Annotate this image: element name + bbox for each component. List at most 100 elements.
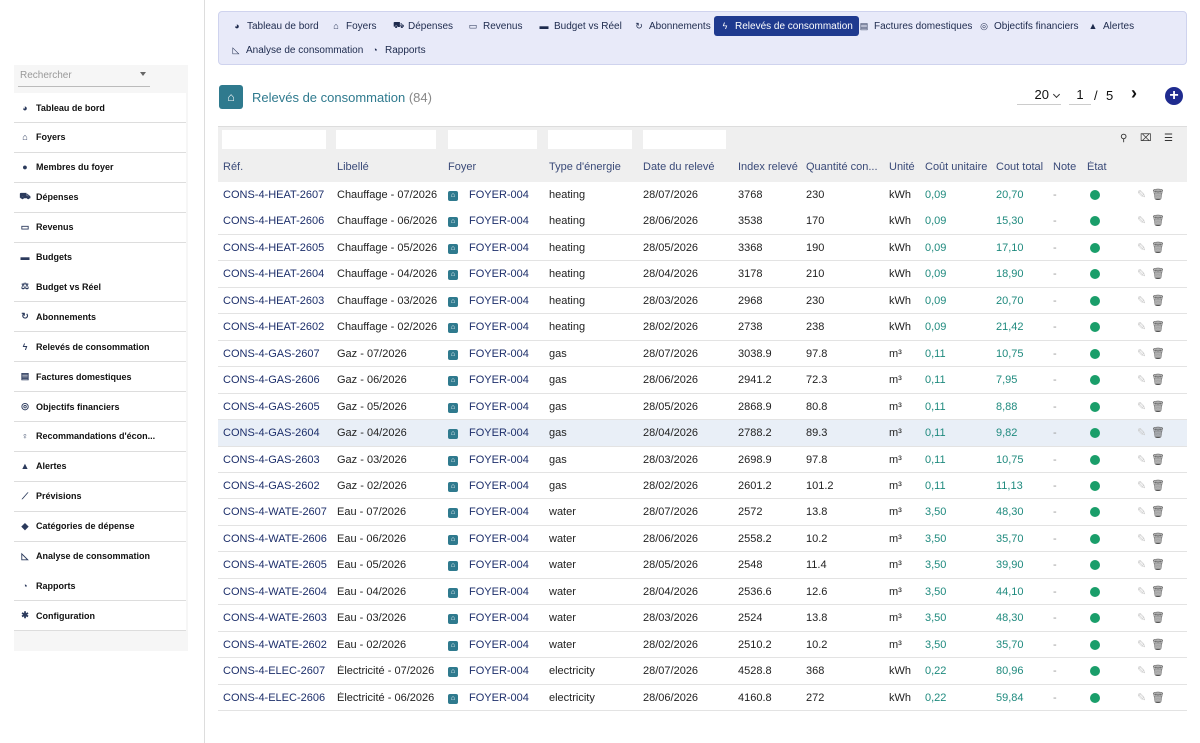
delete-icon[interactable]: 🗑 — [1151, 268, 1165, 281]
foyer-link[interactable]: FOYER-004 — [469, 691, 529, 704]
sidebar-item-revenus[interactable]: ▭ Revenus — [14, 212, 186, 243]
table-row[interactable]: CONS-4-HEAT-2604 Chauffage - 04/2026 ⌂ FOYE… — [218, 261, 1187, 288]
edit-icon[interactable]: ✎ — [1137, 638, 1147, 651]
page-size-select[interactable]: 20 — [1017, 87, 1061, 105]
sidebar-item-releves-de-consommation[interactable]: ϟ Relevés de consommation — [14, 332, 186, 363]
sidebar-item-alertes[interactable]: ▲ Alertes — [14, 451, 186, 482]
delete-icon[interactable]: 🗑 — [1151, 479, 1165, 492]
ref-link[interactable]: CONS-4-GAS-2605 — [223, 400, 320, 413]
table-row[interactable]: CONS-4-ELEC-2607 Électricité - 07/2026 ⌂ FO… — [218, 658, 1187, 685]
edit-icon[interactable]: ✎ — [1137, 691, 1147, 704]
column-header[interactable]: État — [1087, 161, 1107, 173]
edit-icon[interactable]: ✎ — [1137, 506, 1147, 519]
foyer-link[interactable]: FOYER-004 — [469, 427, 529, 440]
filter-ref-input[interactable] — [222, 130, 326, 149]
list-view-icon[interactable]: ☰ — [1164, 133, 1173, 144]
column-header[interactable]: Libellé — [337, 161, 369, 173]
table-row[interactable]: CONS-4-HEAT-2606 Chauffage - 06/2026 ⌂ FOYE… — [218, 208, 1187, 235]
foyer-link[interactable]: FOYER-004 — [469, 189, 529, 201]
table-row[interactable]: CONS-4-WATE-2602 Eau - 02/2026 ⌂ FOYER-004 w… — [218, 631, 1187, 659]
edit-icon[interactable]: ✎ — [1137, 559, 1147, 572]
ref-link[interactable]: CONS-4-WATE-2607 — [223, 506, 327, 519]
edit-icon[interactable]: ✎ — [1137, 294, 1147, 307]
delete-icon[interactable]: 🗑 — [1151, 638, 1165, 651]
foyer-link[interactable]: FOYER-004 — [469, 453, 529, 466]
filter-date-input[interactable] — [643, 130, 726, 149]
edit-icon[interactable]: ✎ — [1137, 321, 1147, 334]
foyer-link[interactable]: FOYER-004 — [469, 612, 529, 625]
column-header[interactable]: Unité — [889, 161, 915, 173]
sidebar-item-rapports[interactable]: ◔ Rapports — [14, 571, 186, 602]
table-row[interactable]: CONS-4-GAS-2603 Gaz - 03/2026 ⌂ FOYER-004 ga… — [218, 446, 1187, 473]
clear-filter-icon[interactable]: ⌧ — [1140, 133, 1152, 144]
edit-icon[interactable]: ✎ — [1137, 479, 1147, 492]
delete-icon[interactable]: 🗑 — [1151, 321, 1165, 334]
ref-link[interactable]: CONS-4-WATE-2604 — [223, 585, 327, 598]
delete-icon[interactable]: 🗑 — [1151, 559, 1165, 572]
delete-icon[interactable]: 🗑 — [1151, 241, 1165, 254]
table-row[interactable]: CONS-4-WATE-2606 Eau - 06/2026 ⌂ FOYER-004 w… — [218, 525, 1187, 553]
column-header[interactable]: Note — [1053, 161, 1077, 173]
sidebar-item-depenses[interactable]: ⛟ Dépenses — [14, 182, 186, 213]
delete-icon[interactable]: 🗑 — [1151, 294, 1165, 307]
edit-icon[interactable]: ✎ — [1137, 268, 1147, 281]
table-row[interactable]: CONS-4-HEAT-2602 Chauffage - 02/2026 ⌂ FOYE… — [218, 314, 1187, 341]
ref-link[interactable]: CONS-4-ELEC-2606 — [223, 691, 326, 704]
table-row[interactable]: CONS-4-GAS-2606 Gaz - 06/2026 ⌂ FOYER-004 ga… — [218, 367, 1187, 394]
edit-icon[interactable]: ✎ — [1137, 532, 1147, 545]
foyer-link[interactable]: FOYER-004 — [469, 532, 529, 545]
sidebar-item-abonnements[interactable]: ↻ Abonnements — [14, 302, 186, 333]
foyer-link[interactable]: FOYER-004 — [469, 374, 529, 387]
ref-link[interactable]: CONS-4-GAS-2602 — [223, 479, 320, 492]
add-record-button[interactable]: + — [1165, 87, 1183, 105]
table-row[interactable]: CONS-4-WATE-2607 Eau - 07/2026 ⌂ FOYER-004 w… — [218, 499, 1187, 526]
tab-tableau-de-bord[interactable]: ◕ Tableau de bord — [226, 16, 325, 36]
edit-icon[interactable]: ✎ — [1137, 665, 1147, 678]
column-header[interactable]: Coût unitaire — [925, 161, 988, 173]
ref-link[interactable]: CONS-4-ELEC-2607 — [223, 665, 326, 678]
foyer-link[interactable]: FOYER-004 — [469, 268, 529, 281]
ref-link[interactable]: CONS-4-GAS-2603 — [223, 453, 320, 466]
sidebar-item-budget-vs-reel[interactable]: ⚖ Budget vs Réel — [14, 272, 186, 303]
table-row[interactable]: CONS-4-ELEC-2606 Électricité - 06/2026 ⌂ FO… — [218, 684, 1187, 712]
ref-link[interactable]: CONS-4-WATE-2602 — [223, 638, 327, 651]
filter-energy-input[interactable] — [548, 130, 632, 149]
delete-icon[interactable]: 🗑 — [1151, 347, 1165, 360]
table-row[interactable]: CONS-4-WATE-2605 Eau - 05/2026 ⌂ FOYER-004 w… — [218, 552, 1187, 579]
edit-icon[interactable]: ✎ — [1137, 374, 1147, 387]
tab-releves-de-consommation[interactable]: ϟ Relevés de consommation — [714, 16, 859, 36]
table-row[interactable]: CONS-4-HEAT-2605 Chauffage - 05/2026 ⌂ FOYE… — [218, 234, 1187, 262]
filter-foyer-input[interactable] — [448, 130, 537, 149]
sidebar-item-previsions[interactable]: ⟋ Prévisions — [14, 481, 186, 512]
foyer-link[interactable]: FOYER-004 — [469, 638, 529, 651]
filter-label-input[interactable] — [336, 130, 436, 149]
foyer-link[interactable]: FOYER-004 — [469, 665, 529, 678]
tab-depenses[interactable]: ⛟ Dépenses — [387, 16, 459, 36]
ref-link[interactable]: CONS-4-HEAT-2604 — [223, 268, 325, 281]
column-header[interactable]: Quantité con... — [806, 161, 878, 173]
foyer-link[interactable]: FOYER-004 — [469, 215, 529, 228]
table-row[interactable]: CONS-4-WATE-2603 Eau - 03/2026 ⌂ FOYER-004 w… — [218, 605, 1187, 632]
sidebar-item-configuration[interactable]: ✱ Configuration — [14, 601, 186, 632]
edit-icon[interactable]: ✎ — [1137, 612, 1147, 625]
tab-objectifs-financiers[interactable]: ◎ Objectifs financiers — [973, 16, 1084, 36]
foyer-link[interactable]: FOYER-004 — [469, 585, 529, 598]
sidebar-item-analyse-de-consommation[interactable]: ◺ Analyse de consommation — [14, 541, 186, 572]
table-row[interactable]: CONS-4-HEAT-2603 Chauffage - 03/2026 ⌂ FOYE… — [218, 287, 1187, 315]
sidebar-item-factures-domestiques[interactable]: ▤ Factures domestiques — [14, 362, 186, 393]
next-page-button[interactable]: › — [1131, 83, 1137, 103]
edit-icon[interactable]: ✎ — [1137, 347, 1147, 360]
table-row[interactable]: CONS-4-HEAT-2607 Chauffage - 07/2026 ⌂ FOYE… — [218, 182, 1187, 209]
sidebar-item-tableau-de-bord[interactable]: ◕ Tableau de bord — [14, 93, 186, 123]
column-header[interactable]: Index relevé — [738, 161, 798, 173]
foyer-link[interactable]: FOYER-004 — [469, 400, 529, 413]
foyer-link[interactable]: FOYER-004 — [469, 479, 529, 492]
ref-link[interactable]: CONS-4-GAS-2607 — [223, 347, 320, 360]
foyer-link[interactable]: FOYER-004 — [469, 559, 529, 572]
edit-icon[interactable]: ✎ — [1137, 241, 1147, 254]
tab-revenus[interactable]: ▭ Revenus — [462, 16, 528, 36]
edit-icon[interactable]: ✎ — [1137, 585, 1147, 598]
tab-budget-vs-reel[interactable]: ▬ Budget vs Réel — [533, 16, 628, 36]
ref-link[interactable]: CONS-4-HEAT-2602 — [223, 321, 325, 334]
column-header[interactable]: Cout total — [996, 161, 1044, 173]
